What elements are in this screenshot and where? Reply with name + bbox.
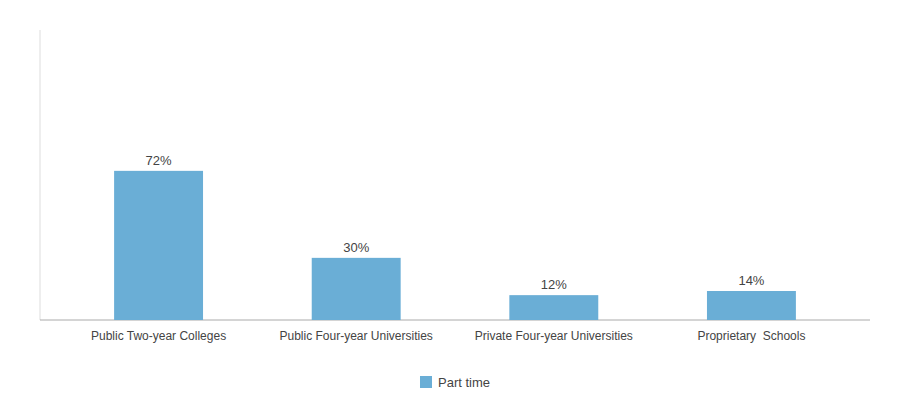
data-label: 72% xyxy=(146,153,172,168)
axes xyxy=(40,30,870,320)
bar xyxy=(114,171,203,320)
legend: Part time xyxy=(420,375,490,390)
legend-label: Part time xyxy=(438,375,490,390)
bar xyxy=(312,258,401,320)
data-label: 12% xyxy=(541,277,567,292)
chart-container: 72%30%12%14%Public Two-year CollegesPubl… xyxy=(0,0,900,415)
data-label: 14% xyxy=(738,273,764,288)
legend-swatch xyxy=(420,376,432,388)
x-tick-label: Public Four-year Universities xyxy=(279,329,432,343)
y-axis-line xyxy=(40,30,41,320)
x-tick-label: Proprietary Schools xyxy=(697,329,805,343)
x-tick-labels: Public Two-year Colleges Public Four-year… xyxy=(91,329,805,343)
bar xyxy=(509,295,598,320)
bars xyxy=(114,171,796,320)
data-labels: 72% 30% 12% 14% xyxy=(146,153,765,292)
x-tick-label: Public Two-year Colleges xyxy=(91,329,226,343)
chart: 72%30%12%14%Public Two-year CollegesPubl… xyxy=(0,0,900,415)
bar xyxy=(707,291,796,320)
x-tick-label: Private Four-year Universities xyxy=(475,329,633,343)
data-label: 30% xyxy=(343,240,369,255)
